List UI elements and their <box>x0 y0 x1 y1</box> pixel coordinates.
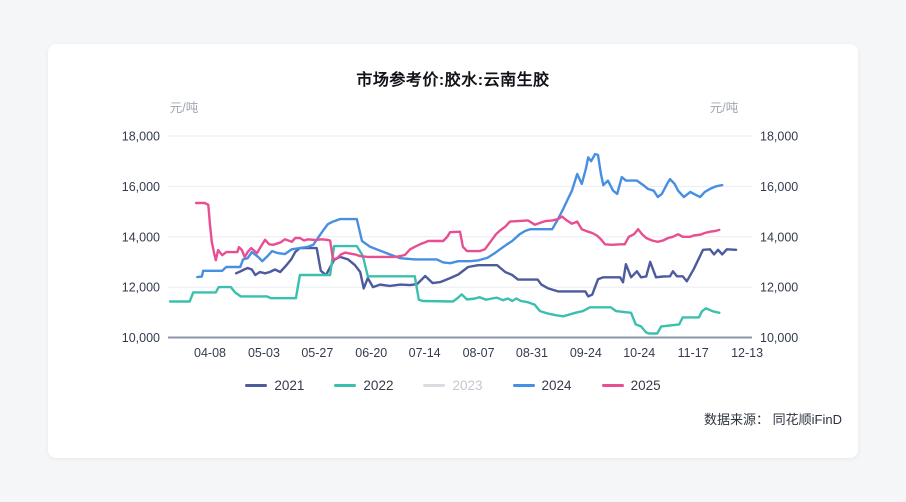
series-line-2025 <box>194 201 721 262</box>
x-axis-label: 12-13 <box>731 346 763 360</box>
x-axis-label: 08-07 <box>463 346 495 360</box>
y-axis-label-left: 14,000 <box>122 230 160 244</box>
x-axis-label: 10-24 <box>623 346 655 360</box>
y-axis-label-right: 16,000 <box>760 180 798 194</box>
legend-swatch-2022 <box>334 384 357 387</box>
legend-label: 2024 <box>541 378 572 393</box>
x-axis-label: 08-31 <box>516 346 548 360</box>
x-axis-label: 07-14 <box>409 346 441 360</box>
legend-label: 2021 <box>274 378 305 393</box>
legend-swatch-2021 <box>245 384 268 387</box>
series-line-2021 <box>234 246 738 298</box>
x-axis-label: 09-24 <box>570 346 602 360</box>
data-source-note: 数据来源： 同花顺iFinD <box>704 412 842 427</box>
series-line-2022 <box>168 244 721 335</box>
legend-swatch-2023 <box>423 384 446 387</box>
legend-swatch-2024 <box>512 384 535 387</box>
y-axis-label-left: 16,000 <box>122 180 160 194</box>
y-axis-label-right: 10,000 <box>760 331 798 345</box>
y-axis-label-right: 18,000 <box>760 130 798 144</box>
x-axis-label: 05-27 <box>301 346 333 360</box>
x-axis-label: 05-03 <box>248 346 280 360</box>
legend-label: 2023 <box>452 378 483 393</box>
legend-item-2025[interactable]: 2025 <box>601 378 661 393</box>
y-axis-unit-left: 元/吨 <box>170 101 199 115</box>
y-axis-label-right: 14,000 <box>760 230 798 244</box>
y-axis-label-right: 12,000 <box>760 281 798 295</box>
legend-swatch-2025 <box>601 384 624 387</box>
y-axis-label-left: 10,000 <box>122 331 160 345</box>
legend-label: 2025 <box>630 378 661 393</box>
legend-item-2021[interactable]: 2021 <box>245 378 304 393</box>
chart-title: 市场参考价:胶水:云南生胶 <box>356 72 550 89</box>
chart-canvas[interactable]: 10,000 10,000 12,000 12,000 14,000 14,000 16,0… <box>48 44 858 458</box>
x-axis-label: 04-08 <box>194 346 226 360</box>
chart-legend: 2021 2022 2023 2024 2025 <box>48 378 858 393</box>
series-line-2024 <box>196 152 724 279</box>
chart-card: 市场参考价:胶水:云南生胶 10,000 10,000 12,000 12,000 14… <box>48 44 858 458</box>
y-axis-unit-right: 元/吨 <box>710 101 739 115</box>
legend-item-2024[interactable]: 2024 <box>512 378 572 393</box>
x-axis-label: 06-20 <box>355 346 387 360</box>
legend-item-2022[interactable]: 2022 <box>334 378 393 393</box>
y-axis-label-left: 12,000 <box>122 281 160 295</box>
legend-item-2023[interactable]: 2023 <box>423 378 483 393</box>
legend-label: 2022 <box>363 378 394 393</box>
x-axis-label: 11-17 <box>678 346 709 360</box>
y-axis-label-left: 18,000 <box>122 130 160 144</box>
